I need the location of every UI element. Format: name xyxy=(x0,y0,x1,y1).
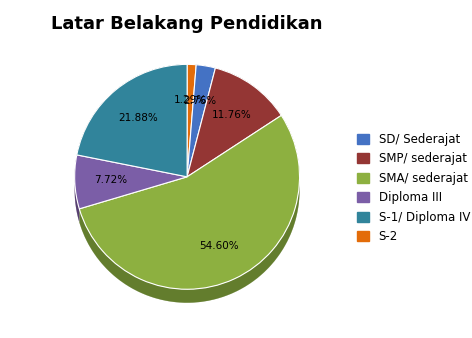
Polygon shape xyxy=(75,155,79,222)
Wedge shape xyxy=(187,68,281,177)
Legend: SD/ Sederajat, SMP/ sederajat, SMA/ sederajat, Diploma III, S-1/ Diploma IV, S-2: SD/ Sederajat, SMP/ sederajat, SMA/ sede… xyxy=(354,129,472,247)
Polygon shape xyxy=(196,65,215,81)
Polygon shape xyxy=(215,68,281,129)
Text: 54.60%: 54.60% xyxy=(199,241,239,251)
Wedge shape xyxy=(187,65,215,177)
Title: Latar Belakang Pendidikan: Latar Belakang Pendidikan xyxy=(51,15,323,32)
Text: 21.88%: 21.88% xyxy=(119,113,159,123)
Polygon shape xyxy=(77,64,187,168)
Wedge shape xyxy=(77,64,187,177)
Text: 1.29%: 1.29% xyxy=(174,95,207,105)
Text: 2.76%: 2.76% xyxy=(183,96,217,106)
Polygon shape xyxy=(79,115,300,303)
Polygon shape xyxy=(187,64,196,78)
Wedge shape xyxy=(187,64,196,177)
Polygon shape xyxy=(75,155,79,222)
Polygon shape xyxy=(187,64,196,78)
Wedge shape xyxy=(79,115,300,289)
Polygon shape xyxy=(196,65,215,81)
Polygon shape xyxy=(77,64,187,168)
Polygon shape xyxy=(79,115,300,303)
Text: 7.72%: 7.72% xyxy=(94,175,127,185)
Wedge shape xyxy=(75,155,187,209)
Polygon shape xyxy=(215,68,281,129)
Text: 11.76%: 11.76% xyxy=(212,110,252,120)
